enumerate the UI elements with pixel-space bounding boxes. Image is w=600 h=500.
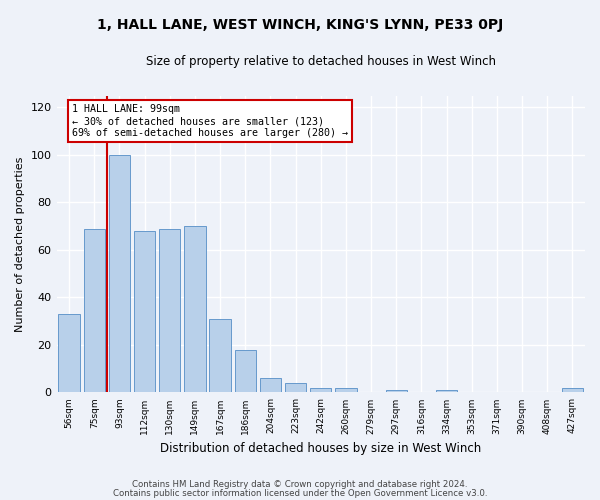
Bar <box>134 231 155 392</box>
Y-axis label: Number of detached properties: Number of detached properties <box>15 156 25 332</box>
Text: 1 HALL LANE: 99sqm
← 30% of detached houses are smaller (123)
69% of semi-detach: 1 HALL LANE: 99sqm ← 30% of detached hou… <box>73 104 349 138</box>
Bar <box>260 378 281 392</box>
Bar <box>235 350 256 393</box>
Text: Contains HM Land Registry data © Crown copyright and database right 2024.: Contains HM Land Registry data © Crown c… <box>132 480 468 489</box>
Bar <box>562 388 583 392</box>
Bar <box>58 314 80 392</box>
Bar <box>436 390 457 392</box>
Text: Contains public sector information licensed under the Open Government Licence v3: Contains public sector information licen… <box>113 488 487 498</box>
Bar <box>386 390 407 392</box>
Bar <box>285 383 307 392</box>
Bar <box>109 155 130 392</box>
Bar <box>335 388 356 392</box>
Bar <box>159 228 181 392</box>
Bar <box>83 228 105 392</box>
Bar <box>310 388 331 392</box>
Text: 1, HALL LANE, WEST WINCH, KING'S LYNN, PE33 0PJ: 1, HALL LANE, WEST WINCH, KING'S LYNN, P… <box>97 18 503 32</box>
Title: Size of property relative to detached houses in West Winch: Size of property relative to detached ho… <box>146 55 496 68</box>
Bar <box>184 226 206 392</box>
Bar <box>209 319 231 392</box>
X-axis label: Distribution of detached houses by size in West Winch: Distribution of detached houses by size … <box>160 442 481 455</box>
